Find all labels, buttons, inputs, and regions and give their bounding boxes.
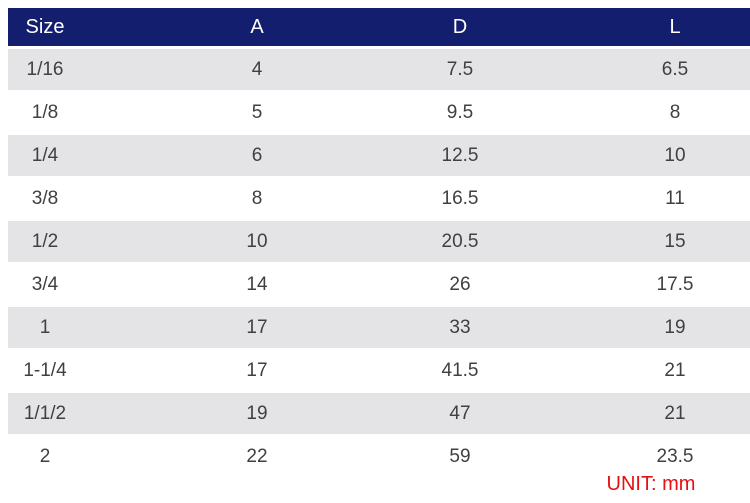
cell-l: 19: [664, 316, 686, 338]
table-row: 3/4 14 26 17.5: [8, 263, 750, 306]
cell-l: 10: [664, 144, 686, 166]
cell-l: 8: [669, 101, 681, 123]
cell-size: 1-1/4: [23, 359, 67, 381]
cell-d: 20.5: [441, 230, 479, 252]
cell-l: 17.5: [656, 273, 694, 295]
cell-size: 3/4: [31, 273, 59, 295]
cell-d: 41.5: [441, 359, 479, 381]
cell-a: 17: [246, 316, 268, 338]
table-row: 2 22 59 23.5: [8, 435, 750, 478]
cell-a: 4: [251, 58, 263, 80]
cell-a: 8: [251, 187, 263, 209]
cell-a: 17: [246, 359, 268, 381]
size-spec-table: Size A D L 1/16 4 7.5 6.5 1/8 5 9.5 8 1/…: [8, 8, 750, 479]
cell-d: 33: [449, 316, 471, 338]
cell-d: 7.5: [446, 58, 474, 80]
cell-a: 22: [246, 445, 268, 467]
cell-a: 14: [246, 273, 268, 295]
unit-label: UNIT: mm: [606, 473, 696, 495]
cell-l: 15: [664, 230, 686, 252]
cell-a: 6: [251, 144, 263, 166]
cell-d: 47: [449, 402, 471, 424]
cell-d: 16.5: [441, 187, 479, 209]
column-header-l: L: [488, 8, 750, 49]
cell-l: 21: [664, 402, 686, 424]
cell-l: 6.5: [661, 58, 689, 80]
table-row: 1/2 10 20.5 15: [8, 220, 750, 263]
table-row: 3/8 8 16.5 11: [8, 177, 750, 220]
table-row: 1/1/2 19 47 21: [8, 392, 750, 435]
cell-a: 19: [246, 402, 268, 424]
cell-size: 1/16: [26, 58, 64, 80]
cell-l: 23.5: [656, 445, 694, 467]
column-header-d: D: [432, 8, 488, 49]
table-row: 1 17 33 19: [8, 306, 750, 349]
cell-size: 1: [39, 316, 51, 338]
cell-size: 1/2: [31, 230, 59, 252]
column-header-a: A: [82, 8, 432, 49]
table-row: 1/16 4 7.5 6.5: [8, 47, 750, 91]
table-row: 1/4 6 12.5 10: [8, 134, 750, 177]
cell-a: 10: [246, 230, 268, 252]
cell-size: 3/8: [31, 187, 59, 209]
cell-d: 59: [449, 445, 471, 467]
cell-size: 1/4: [31, 144, 59, 166]
cell-d: 9.5: [446, 101, 474, 123]
cell-d: 26: [449, 273, 471, 295]
cell-a: 5: [251, 101, 263, 123]
table-row: 1-1/4 17 41.5 21: [8, 349, 750, 392]
cell-l: 11: [665, 187, 685, 209]
table-header-row: Size A D L: [8, 8, 750, 49]
cell-size: 2: [39, 445, 51, 467]
column-header-size: Size: [8, 8, 82, 49]
table-row: 1/8 5 9.5 8: [8, 91, 750, 134]
cell-size: 1/1/2: [23, 402, 67, 424]
cell-l: 21: [664, 359, 686, 381]
cell-d: 12.5: [441, 144, 479, 166]
cell-size: 1/8: [31, 101, 59, 123]
